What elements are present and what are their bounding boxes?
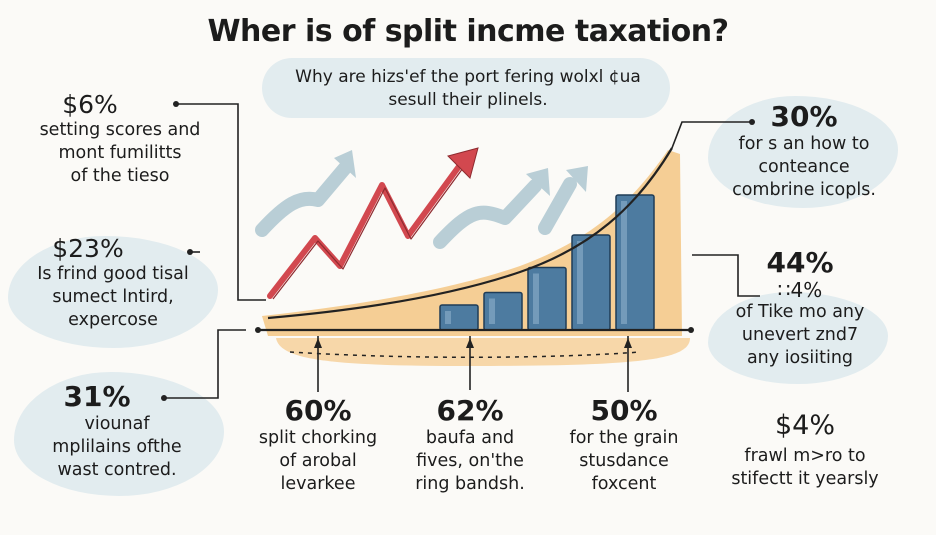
stat-value: 62% <box>436 394 504 427</box>
right-stat-3: $4% frawl m>ro to stifectt it yearsly <box>700 410 910 491</box>
stat-text-line: combrine icopls. <box>732 180 876 200</box>
blue-arrow-middle <box>433 179 542 249</box>
stat-value: 44% <box>766 246 834 279</box>
stat-value: 60% <box>284 394 352 427</box>
right-stat-2: 44% ∷4% of Tike mo any unevert znd7 any … <box>700 246 900 370</box>
connector-right-2 <box>692 254 760 297</box>
blue-arrow-right-head <box>566 166 588 192</box>
subtitle-panel <box>262 58 670 118</box>
subtitle-line: Why are hizs'ef the port fering wolxl ¢u… <box>295 67 641 87</box>
red-arrow-head <box>447 147 479 179</box>
stat-text-line: foxcent <box>591 474 657 494</box>
connector-arrowhead <box>624 338 632 348</box>
connector-arrowhead <box>314 338 322 348</box>
stat-text-line: any iosiiting <box>746 348 854 368</box>
stat-text-line: levarkee <box>280 474 356 494</box>
connector-top-right <box>671 121 752 149</box>
bar-highlight <box>533 273 539 324</box>
stat-text-line: of Tike mo any <box>735 302 865 322</box>
bar-highlight <box>489 298 495 324</box>
stat-text-line: unevert znd7 <box>741 325 859 345</box>
stat-text-line: stifectt it yearsly <box>731 469 879 489</box>
stat-text-line: expercose <box>68 310 158 330</box>
connector-dot <box>187 249 193 255</box>
connector-left-1 <box>176 103 266 301</box>
bar-highlight <box>621 201 627 324</box>
dashed-baseline <box>289 351 641 359</box>
stat-text-line: mont fumilitts <box>58 143 182 163</box>
connector-dot <box>173 101 179 107</box>
connector-arrowhead <box>466 338 474 348</box>
subtitle: Why are hizs'ef the port fering wolxl ¢u… <box>248 66 688 112</box>
connector-dot <box>749 119 755 125</box>
left-stat-2-panel <box>8 236 218 348</box>
page-title: Wher is of split incme taxation? <box>207 14 729 49</box>
left-stat-2: $23% Is frind good tisal sumect lntird, … <box>8 234 218 332</box>
stat-text-line: fives, on'the <box>416 451 524 471</box>
stat-text-line: sumect lntird, <box>52 287 174 307</box>
stat-text-line: setting scores and <box>39 120 201 140</box>
bottom-stat-3: 50% for the grain stusdance foxcent <box>534 394 714 496</box>
blue-arrow-left <box>255 161 352 237</box>
growth-curve <box>267 147 673 320</box>
stat-text-line: viounaf <box>84 414 150 434</box>
blue-arrow-left-head <box>334 150 356 178</box>
axis-start-dot <box>255 327 261 333</box>
stat-text-line: mplilains ofthe <box>52 437 182 457</box>
subtitle-line: sesull their plinels. <box>388 90 548 110</box>
left-stat-3-panel <box>14 372 224 496</box>
stat-value: $23% <box>52 234 124 263</box>
red-trend-arrow <box>267 162 463 299</box>
blue-arrow-middle-head <box>526 168 550 196</box>
bar-highlight <box>577 241 583 324</box>
right-stat-1-panel <box>708 96 898 208</box>
bar-highlight <box>445 311 451 324</box>
right-stat-2-panel <box>708 292 888 384</box>
stat-value: $4% <box>774 410 835 441</box>
right-stat-1: 30% for s an how to conteance combrine i… <box>704 100 904 202</box>
red-trend-arrow-outline <box>272 167 464 300</box>
stat-text-line: conteance <box>758 157 850 177</box>
stat-text-line: baufa and <box>425 428 515 448</box>
axis-end-dot <box>688 327 694 333</box>
stat-text-line: frawl m>ro to <box>744 446 866 466</box>
left-stat-3: 31% viounaf mplilains ofthe wast contred… <box>12 380 222 482</box>
connector-dot <box>161 395 167 401</box>
stat-text-line: wast contred. <box>57 460 177 480</box>
stat-value: 50% <box>590 394 658 427</box>
stat-text-line: of the tieso <box>70 166 170 186</box>
stat-text-line: ring bandsh. <box>415 474 525 494</box>
stat-text-line: for the grain <box>569 428 679 448</box>
stat-text-line: Is frind good tisal <box>37 264 189 284</box>
stat-value: 30% <box>770 100 838 133</box>
stat-text-line: split chorking <box>258 428 378 448</box>
bottom-stat-2: 62% baufa and fives, on'the ring bandsh. <box>380 394 560 496</box>
orange-wash-lower <box>276 338 690 366</box>
stat-secondary-value: ∷4% <box>777 278 823 302</box>
connector-left-3 <box>164 329 246 399</box>
stat-text-line: stusdance <box>579 451 669 471</box>
stat-text-line: of arobal <box>279 451 357 471</box>
bottom-stat-1: 60% split chorking of arobal levarkee <box>228 394 408 496</box>
stat-value: $6% <box>62 90 118 119</box>
left-stat-1: $6% setting scores and mont fumilitts of… <box>10 90 230 188</box>
stat-value: 31% <box>63 380 131 413</box>
stat-text-line: for s an how to <box>738 134 870 154</box>
blue-arrow-right <box>538 177 577 235</box>
